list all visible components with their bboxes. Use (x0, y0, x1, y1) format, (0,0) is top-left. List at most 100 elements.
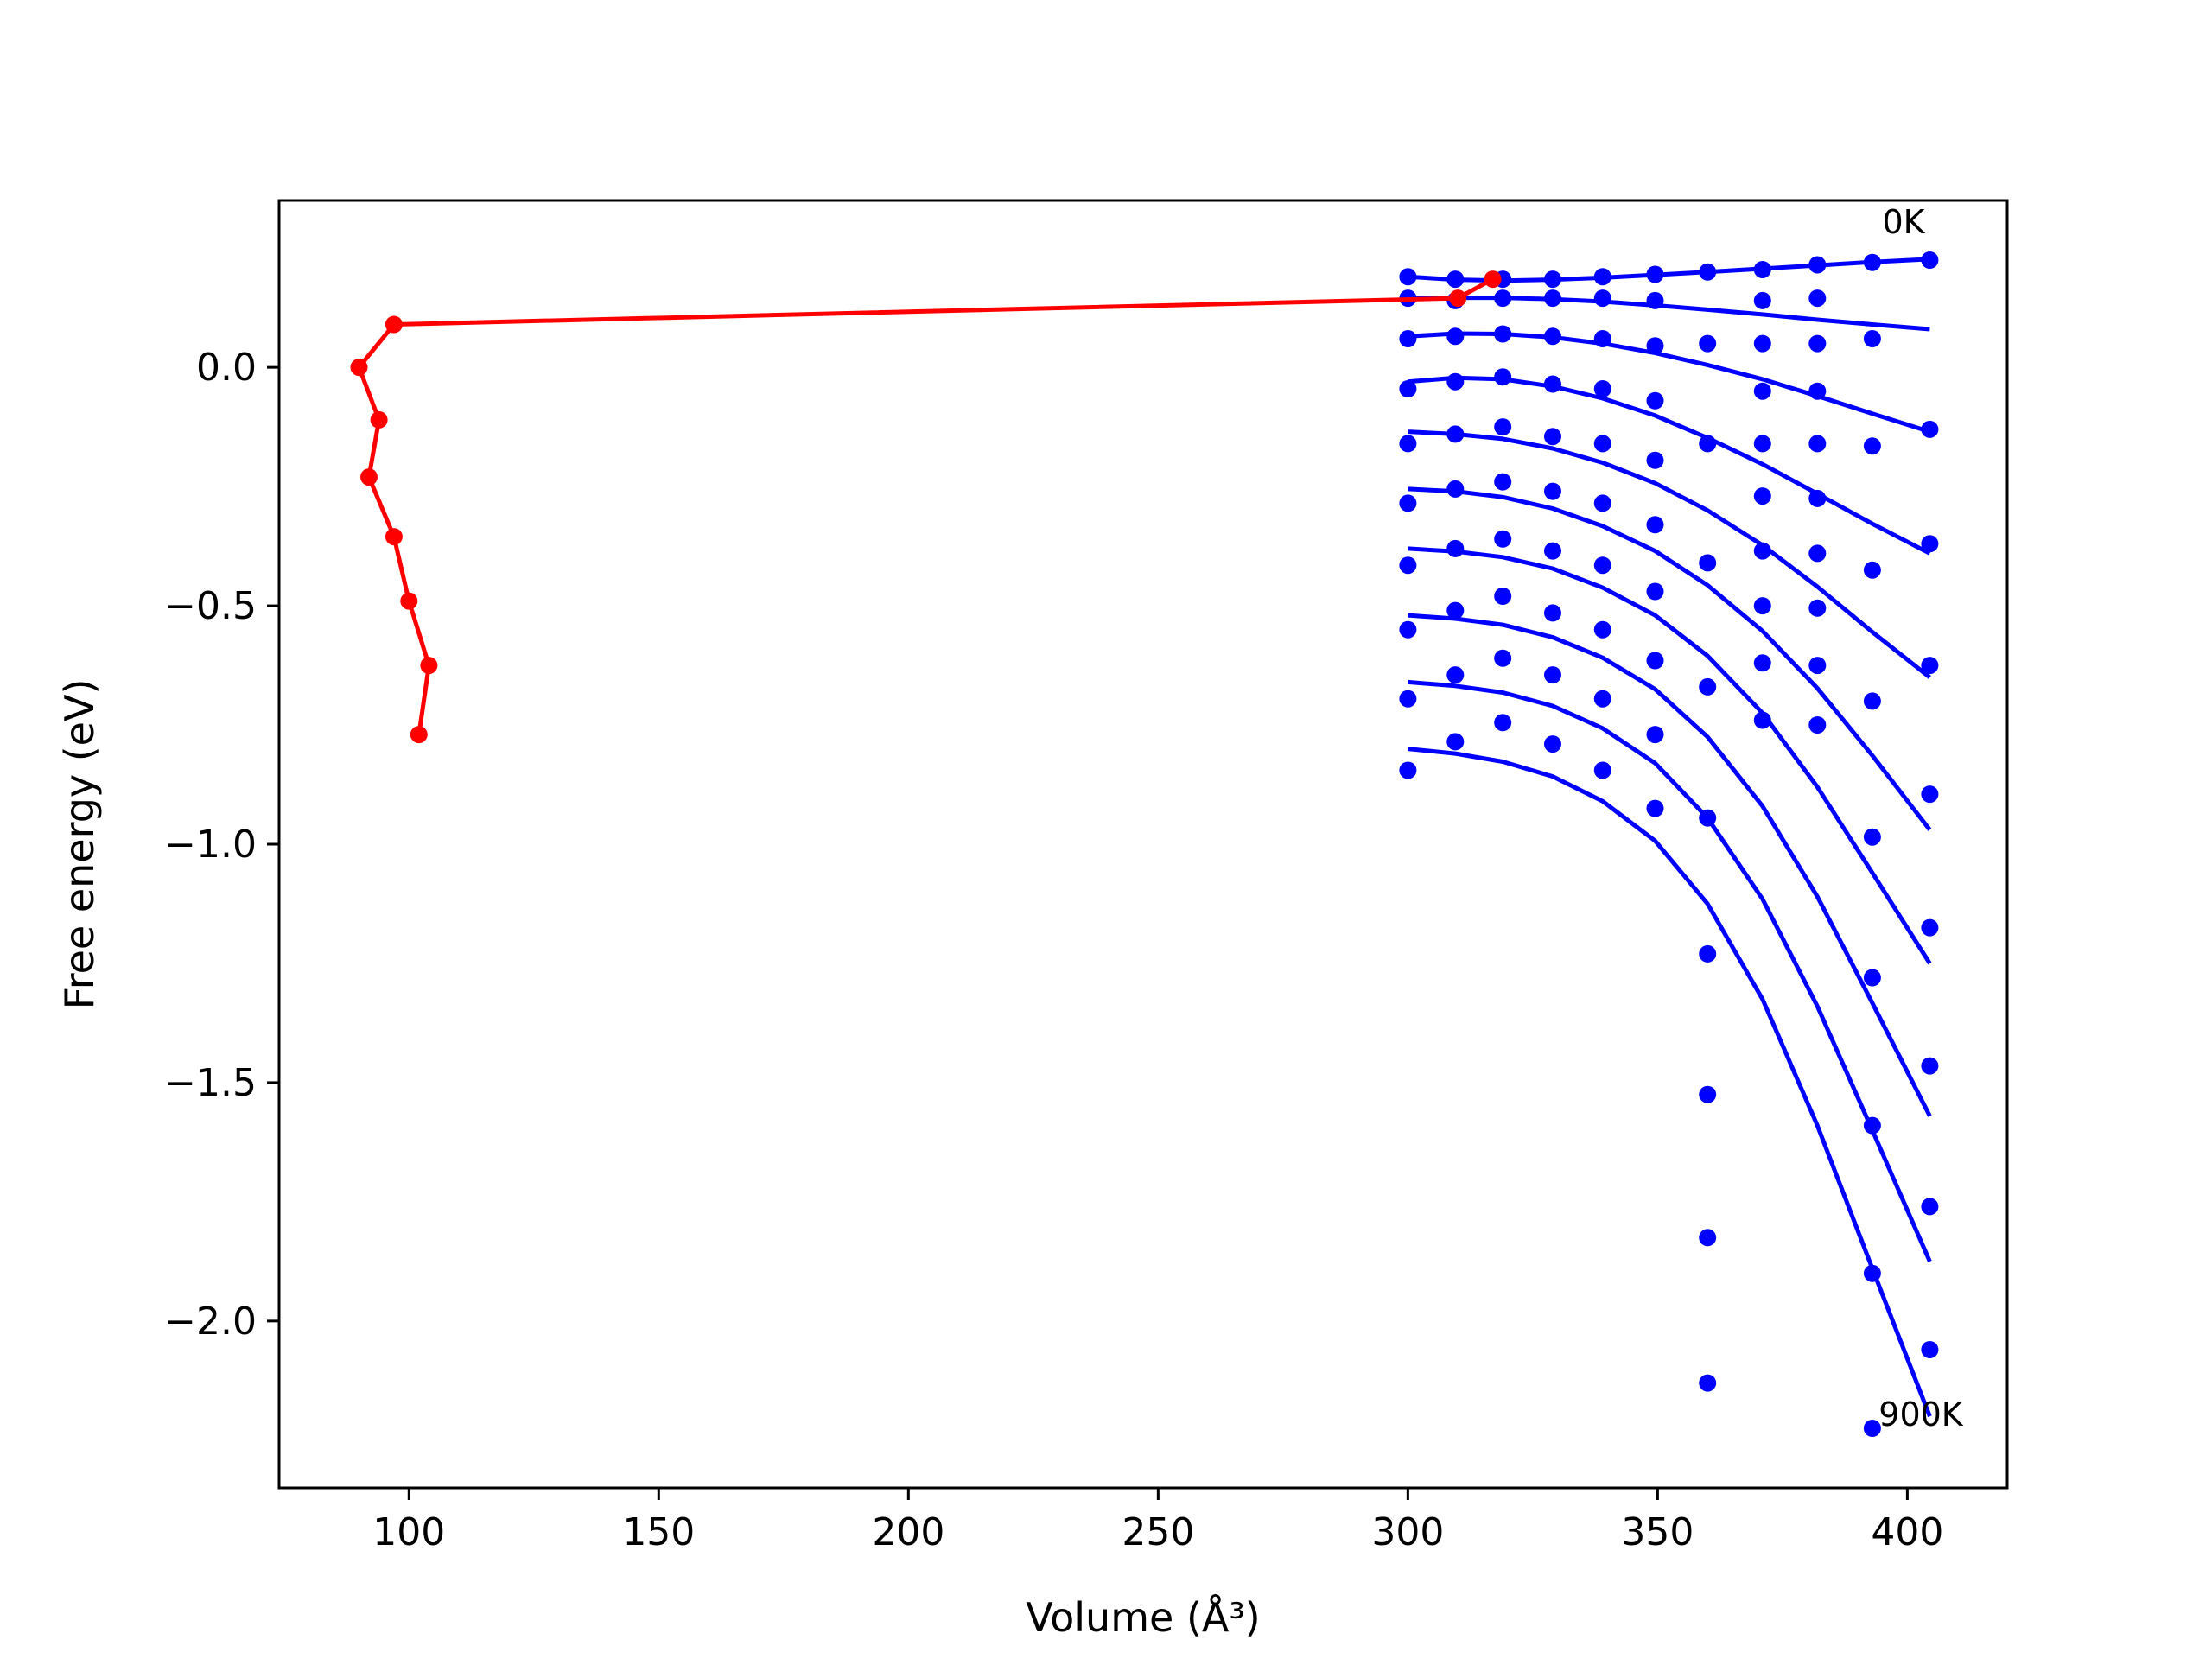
data-point-s1-5 (1646, 291, 1664, 309)
data-point-s2-9 (1863, 330, 1881, 347)
x-tick-label-350: 350 (1621, 1510, 1694, 1554)
data-point-s4-8 (1808, 435, 1827, 453)
plot-area (279, 200, 2007, 1488)
fit-curve-4 (1408, 429, 1931, 679)
data-point-s9-1 (1446, 733, 1465, 751)
data-point-s2-1 (1446, 327, 1465, 346)
y-tick-label-1: −0.5 (164, 584, 257, 628)
data-point-s4-2 (1494, 418, 1512, 436)
data-point-s5-7 (1753, 487, 1771, 505)
data-point-s4-1 (1446, 425, 1465, 443)
data-point-s3-5 (1646, 391, 1664, 410)
data-point-s5-6 (1699, 554, 1717, 572)
y-tick-label-4: −2.0 (164, 1300, 257, 1344)
data-point-s5-1 (1446, 480, 1465, 498)
data-point-s6-7 (1753, 542, 1771, 560)
data-point-s5-5 (1646, 516, 1664, 534)
data-point-s5-3 (1544, 482, 1561, 500)
data-point-s5-8 (1808, 489, 1827, 507)
data-point-s1-8 (1808, 289, 1827, 308)
data-point-s0-7 (1753, 261, 1771, 278)
y-tick-label-2: −1.0 (164, 823, 257, 867)
y-tick-label-3: −1.5 (164, 1061, 257, 1105)
red-path-point-3 (350, 359, 368, 377)
data-point-s9-6 (1699, 1085, 1717, 1103)
data-point-s11-6 (1699, 1374, 1717, 1392)
data-point-s5-0 (1399, 494, 1417, 512)
data-point-s3-8 (1808, 382, 1827, 400)
red-path-point-1 (1449, 289, 1467, 308)
data-point-s6-4 (1593, 556, 1611, 575)
data-point-s9-2 (1494, 714, 1512, 732)
data-point-s10-6 (1699, 1229, 1717, 1247)
data-point-s3-4 (1593, 380, 1611, 397)
annotation-900k: 900K (1878, 1395, 1964, 1433)
data-point-s1-7 (1753, 291, 1771, 309)
data-point-s7-4 (1593, 620, 1611, 639)
data-point-s1-2 (1494, 289, 1512, 308)
data-point-s8-9 (1863, 1116, 1881, 1135)
data-point-s8-2 (1494, 649, 1512, 667)
data-point-s7-10 (1921, 918, 1939, 937)
data-point-s9-9 (1863, 1264, 1881, 1282)
data-point-s0-1 (1446, 270, 1465, 289)
data-point-s4-3 (1544, 428, 1561, 446)
data-point-s8-8 (1808, 657, 1827, 675)
data-point-s3-9 (1863, 437, 1881, 455)
data-point-s8-7 (1753, 654, 1771, 672)
red-path (350, 270, 1502, 744)
fit-curve-8 (1408, 679, 1932, 1262)
data-point-s3-2 (1494, 368, 1512, 386)
data-point-s9-10 (1921, 1198, 1939, 1216)
data-point-s7-6 (1699, 809, 1717, 827)
data-point-s7-8 (1808, 599, 1827, 617)
data-point-s5-2 (1494, 473, 1512, 491)
data-point-s7-9 (1863, 969, 1881, 987)
data-point-s9-8 (1808, 716, 1827, 734)
data-point-s9-4 (1593, 761, 1611, 779)
x-axis-title: Volume (Å³) (1026, 1594, 1261, 1641)
x-tick-label-100: 100 (372, 1510, 445, 1554)
data-point-s1-4 (1593, 289, 1611, 308)
red-path-point-4 (370, 410, 388, 429)
data-point-s8-4 (1593, 690, 1611, 708)
y-axis-ticks: 0.0 −0.5 −1.0 −1.5 −2.0 (164, 346, 279, 1344)
red-path-point-9 (410, 726, 428, 744)
data-point-s0-8 (1808, 256, 1827, 274)
data-point-s7-0 (1399, 620, 1417, 639)
x-axis-ticks: 100 150 200 250 300 350 400 (372, 1488, 1943, 1554)
data-points (1399, 251, 1939, 1437)
data-point-s0-0 (1399, 268, 1417, 286)
annotation-0k: 0K (1882, 203, 1925, 241)
data-point-s2-6 (1699, 334, 1717, 353)
data-point-s7-3 (1544, 604, 1561, 622)
data-point-s6-1 (1446, 539, 1465, 557)
data-point-s8-10 (1921, 1057, 1939, 1075)
x-tick-label-200: 200 (872, 1510, 944, 1554)
fit-curve-6 (1408, 546, 1932, 965)
data-point-s8-0 (1399, 690, 1417, 708)
data-point-s4-5 (1646, 451, 1664, 469)
data-point-s11-9 (1863, 1420, 1881, 1437)
data-point-s4-7 (1753, 435, 1771, 453)
data-point-s7-5 (1646, 652, 1664, 670)
fit-curves (1408, 257, 1932, 1418)
data-point-s1-3 (1544, 289, 1561, 308)
data-point-s8-1 (1446, 666, 1465, 684)
data-point-s7-2 (1494, 588, 1512, 605)
data-point-s3-10 (1921, 420, 1939, 438)
data-point-s6-8 (1808, 544, 1827, 563)
data-point-s4-4 (1593, 435, 1611, 453)
data-point-s6-9 (1863, 828, 1881, 846)
x-tick-label-400: 400 (1871, 1510, 1943, 1554)
data-point-s9-0 (1399, 761, 1417, 779)
data-point-s0-5 (1646, 265, 1664, 283)
data-point-s5-4 (1593, 494, 1611, 512)
data-point-s5-9 (1863, 692, 1881, 710)
data-point-s4-10 (1921, 535, 1939, 553)
data-point-s0-6 (1699, 263, 1717, 281)
data-point-s3-1 (1446, 372, 1465, 391)
data-point-s6-5 (1646, 582, 1664, 601)
data-point-s6-10 (1921, 785, 1939, 804)
